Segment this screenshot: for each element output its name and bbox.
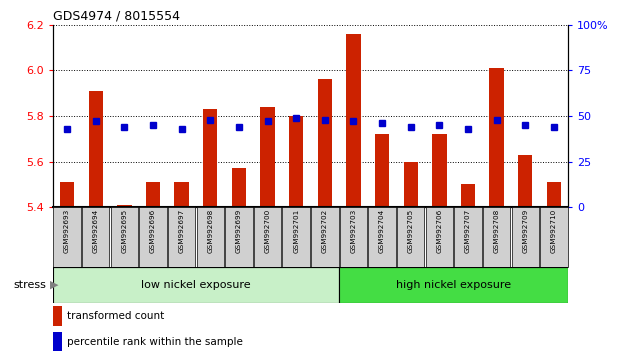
Bar [432,134,446,207]
Bar [53,207,81,267]
Bar [461,184,475,207]
Text: GSM992699: GSM992699 [236,209,242,253]
Bar [425,207,453,267]
Text: GSM992697: GSM992697 [179,209,184,253]
Bar [82,207,109,267]
Text: GSM992693: GSM992693 [64,209,70,253]
Text: GSM992694: GSM992694 [93,209,99,253]
Bar [483,207,510,267]
Bar [117,205,132,207]
Bar [518,155,532,207]
Text: GSM992698: GSM992698 [207,209,213,253]
Text: GSM992706: GSM992706 [437,209,442,253]
Text: GSM992708: GSM992708 [494,209,500,253]
Text: GDS4974 / 8015554: GDS4974 / 8015554 [53,9,180,22]
Text: GSM992700: GSM992700 [265,209,271,253]
Bar [347,34,361,207]
Text: low nickel exposure: low nickel exposure [141,280,251,290]
Text: GSM992707: GSM992707 [465,209,471,253]
Bar [53,332,62,352]
Bar [397,207,425,267]
Text: ▶: ▶ [50,280,58,290]
Bar [89,91,103,207]
Text: stress: stress [14,280,47,290]
Bar [53,306,62,326]
Text: GSM992702: GSM992702 [322,209,328,253]
Bar [340,207,367,267]
Text: percentile rank within the sample: percentile rank within the sample [67,337,243,347]
Bar [339,267,568,303]
Text: high nickel exposure: high nickel exposure [396,280,511,290]
Bar [289,116,303,207]
Bar [489,68,504,207]
Bar [318,79,332,207]
Bar [168,207,196,267]
Bar [368,207,396,267]
Text: GSM992695: GSM992695 [121,209,127,253]
Bar [260,107,274,207]
Bar [111,207,138,267]
Text: GSM992703: GSM992703 [350,209,356,253]
Text: GSM992701: GSM992701 [293,209,299,253]
Bar [454,207,482,267]
Text: GSM992705: GSM992705 [408,209,414,253]
Bar [254,207,281,267]
Bar [311,207,338,267]
Bar [375,134,389,207]
Text: GSM992709: GSM992709 [522,209,528,253]
Bar [146,182,160,207]
Bar [139,207,167,267]
Bar [53,267,339,303]
Bar [203,109,217,207]
Text: GSM992696: GSM992696 [150,209,156,253]
Bar [175,182,189,207]
Bar [546,182,561,207]
Bar [512,207,539,267]
Text: GSM992710: GSM992710 [551,209,557,253]
Text: GSM992704: GSM992704 [379,209,385,253]
Bar [196,207,224,267]
Bar [60,182,75,207]
Bar [225,207,253,267]
Text: transformed count: transformed count [67,311,165,321]
Bar [232,169,246,207]
Bar [404,161,418,207]
Bar [283,207,310,267]
Bar [540,207,568,267]
